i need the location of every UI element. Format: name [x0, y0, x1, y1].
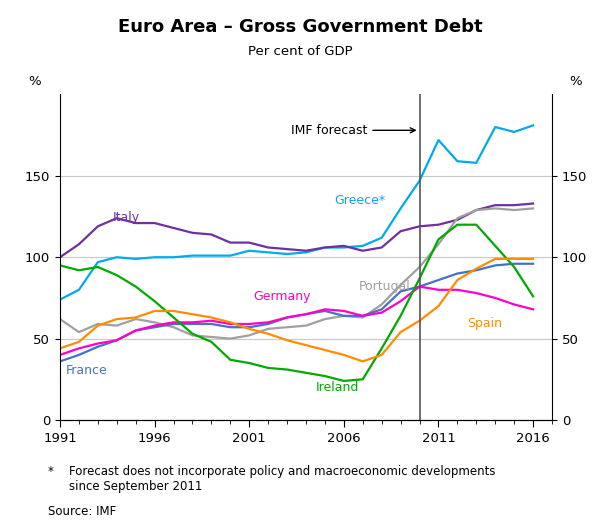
- Text: Ireland: Ireland: [316, 381, 359, 394]
- Text: Euro Area – Gross Government Debt: Euro Area – Gross Government Debt: [118, 18, 482, 36]
- Text: Per cent of GDP: Per cent of GDP: [248, 45, 352, 58]
- Text: Greece*: Greece*: [334, 194, 386, 206]
- Text: Italy: Italy: [113, 212, 140, 225]
- Text: France: France: [65, 364, 107, 377]
- Text: Forecast does not incorporate policy and macroeconomic developments
since Septem: Forecast does not incorporate policy and…: [69, 465, 496, 492]
- Text: *: *: [48, 465, 54, 478]
- Text: IMF forecast: IMF forecast: [291, 124, 415, 137]
- Text: Spain: Spain: [467, 317, 502, 330]
- Text: %: %: [569, 75, 581, 88]
- Text: %: %: [28, 75, 41, 88]
- Text: Portugal: Portugal: [359, 280, 411, 293]
- Text: Source: IMF: Source: IMF: [48, 505, 116, 518]
- Text: Germany: Germany: [253, 290, 311, 302]
